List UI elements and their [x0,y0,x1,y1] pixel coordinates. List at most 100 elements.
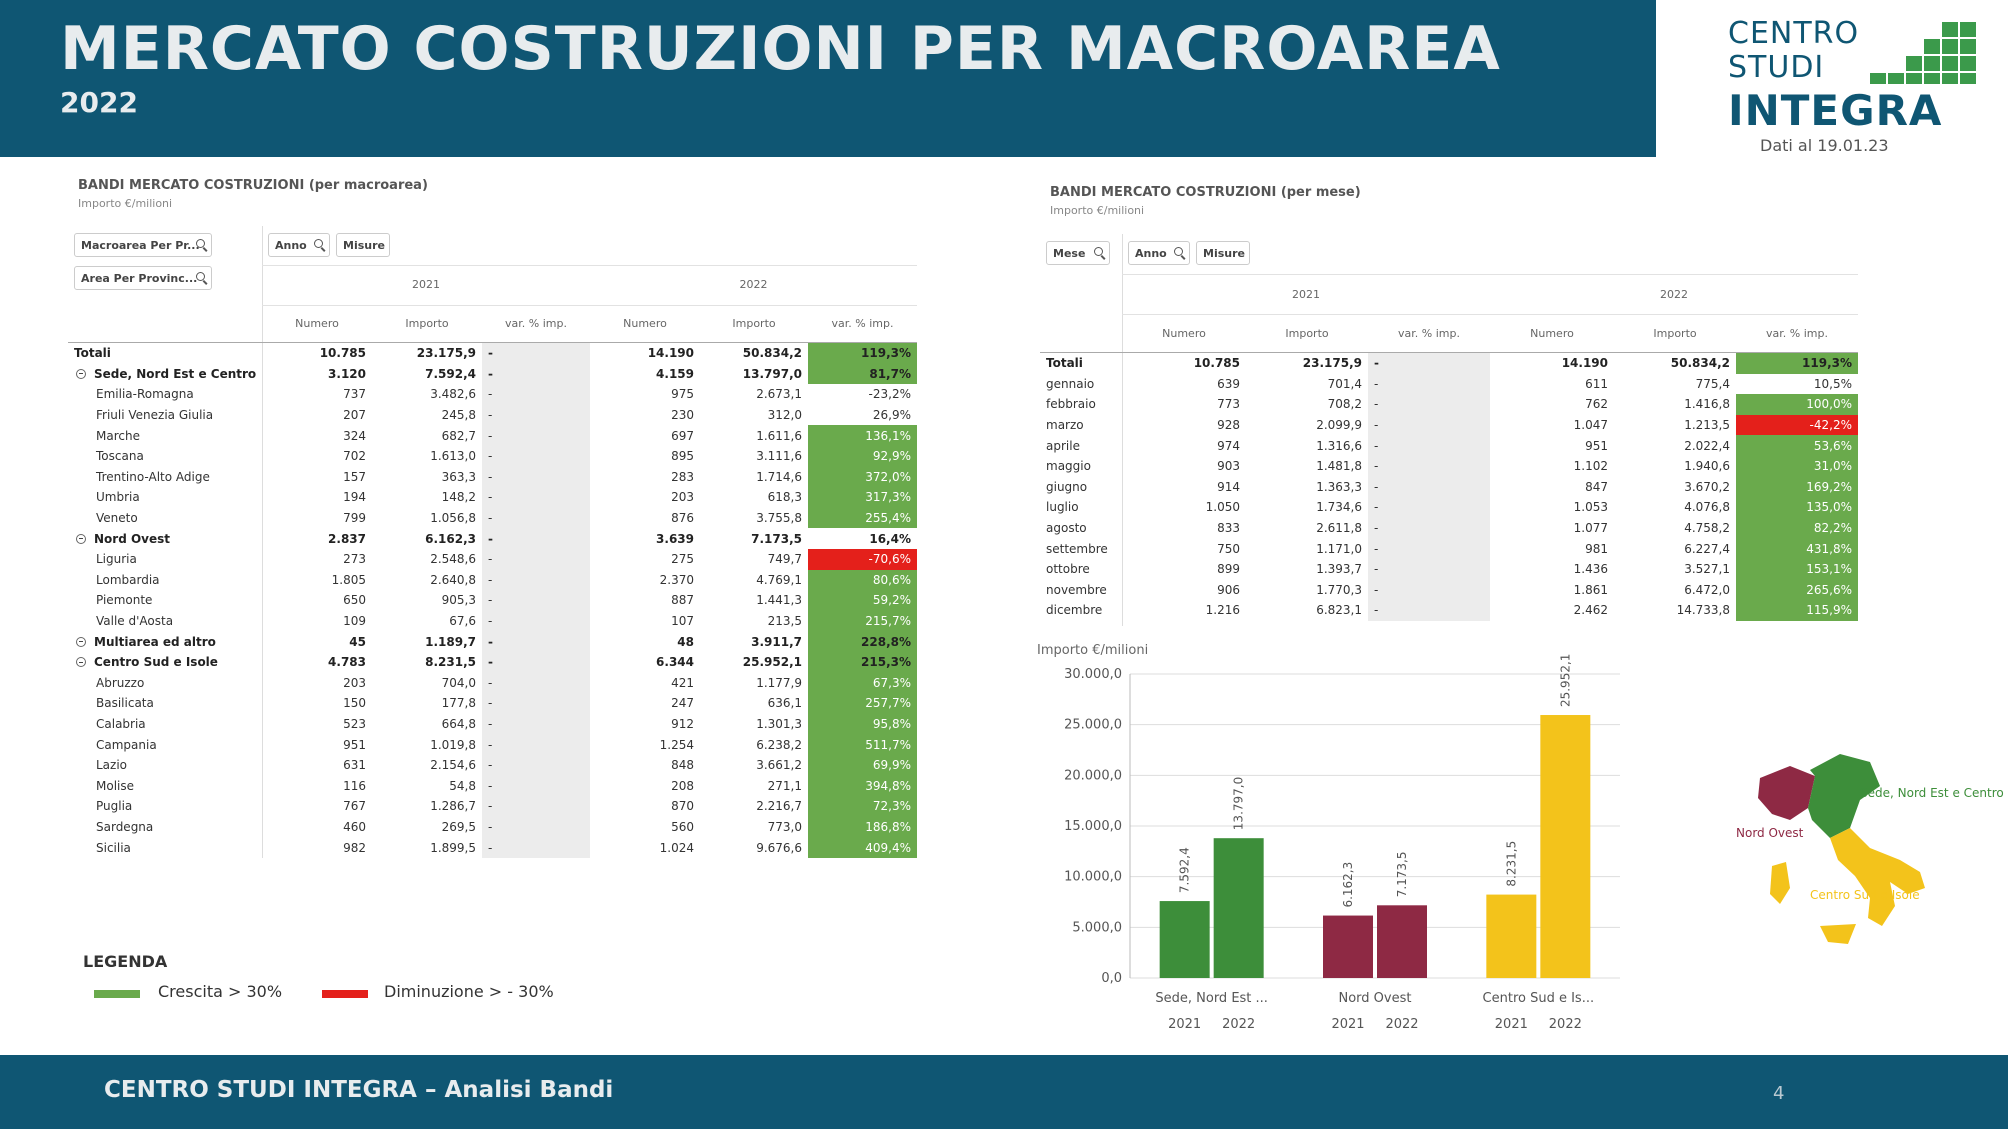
x-series-label: 2022 [1222,1017,1255,1032]
table-row[interactable]: Friuli Venezia Giulia 207 245,8- 230 312,0 26… [68,404,917,426]
row-label: Molise [68,775,262,796]
table-row[interactable]: Abruzzo 203 704,0- 421 1.177,9 67,3% [68,672,917,694]
cell-numero-2022: 611 [1585,376,1608,391]
cell-var-2022: 69,9% [808,754,917,776]
y-tick-label: 25.000,0 [1064,718,1122,733]
cell-numero-2021: 928 [1217,418,1240,433]
table-row[interactable]: Veneto 799 1.056,8- 876 3.755,8 255,4% [68,507,917,529]
cell-var-2022: 431,8% [1736,538,1858,559]
cell-numero-2022: 14.190 [590,341,700,364]
table-row[interactable]: febbraio 773 708,2- 762 1.416,8 100,0% [1040,394,1858,415]
table-row[interactable]: Toscana 702 1.613,0- 895 3.111,6 92,9% [68,445,917,467]
cell-importo-2022: 25.952,1 [742,655,802,670]
row-label[interactable]: Multiarea ed altro [68,631,262,652]
filter-misure-mese[interactable]: Misure [1196,241,1250,265]
table-row[interactable]: Sicilia 982 1.899,5- 1.024 9.676,6 409,4% [68,837,917,858]
cell-numero-2022: 912 [671,716,694,731]
cell-var-2022: 136,1% [808,425,917,446]
collapse-icon[interactable] [76,533,86,544]
cell-var-2021: - [482,672,590,694]
cell-importo-2022: 1.714,6 [756,469,802,484]
cell-importo-2021: 1.056,8 [430,511,476,526]
table-row[interactable]: Valle d'Aosta 109 67,6- 107 213,5 215,7% [68,610,917,632]
table-row[interactable]: Centro Sud e Isole 4.783 8.231,5- 6.344 25.9… [68,651,917,673]
table-row[interactable]: agosto 833 2.611,8- 1.077 4.758,2 82,2% [1040,517,1858,539]
table-row[interactable]: Marche 324 682,7- 697 1.611,6 136,1% [68,425,917,446]
table-row[interactable]: settembre 750 1.171,0- 981 6.227,4 431,8% [1040,538,1858,559]
table-row[interactable]: Lazio 631 2.154,6- 848 3.661,2 69,9% [68,754,917,776]
table-row[interactable]: luglio 1.050 1.734,6- 1.053 4.076,8 135,0% [1040,497,1858,518]
cell-var-2022: 10,5% [1813,376,1852,391]
table-row[interactable]: Molise 116 54,8- 208 271,1 394,8% [68,775,917,797]
collapse-icon[interactable] [76,636,86,647]
table-row[interactable]: dicembre 1.216 6.823,1- 2.462 14.733,8 115,9% [1040,600,1858,621]
collapse-icon[interactable] [76,657,86,668]
filter-macroarea[interactable]: Macroarea Per Pr... [74,233,212,257]
table-row[interactable]: Sardegna 460 269,5- 560 773,0 186,8% [68,816,917,838]
filter-anno[interactable]: Anno [268,233,330,257]
table-row[interactable]: ottobre 899 1.393,7- 1.436 3.527,1 153,1% [1040,558,1858,580]
cell-numero-2021: 523 [343,716,366,731]
row-label-text: Valle d'Aosta [96,614,174,629]
row-label: luglio [1040,497,1122,518]
filter-mese[interactable]: Mese [1046,241,1110,265]
filter-anno-mese[interactable]: Anno [1128,241,1190,265]
x-series-label: 2021 [1168,1017,1201,1032]
filter-area-provincia[interactable]: Area Per Provinc... [74,266,212,290]
table-row[interactable]: Emilia-Romagna 737 3.482,6- 975 2.673,1 -23,2… [68,384,917,405]
cell-var-2021: - [482,693,590,714]
table-row[interactable]: Piemonte 650 905,3- 887 1.441,3 59,2% [68,590,917,611]
cell-numero-2022: 560 [671,819,694,834]
filter-macroarea-label: Macroarea Per Pr... [81,239,200,252]
table-row[interactable]: novembre 906 1.770,3- 1.861 6.472,0 265,6% [1040,579,1858,601]
table-row[interactable]: gennaio 639 701,4- 611 775,4 10,5% [1040,373,1858,395]
bar [1213,838,1264,978]
cell-numero-2021: 460 [343,819,366,834]
table-row[interactable]: marzo 928 2.099,9- 1.047 1.213,5 -42,2% [1040,414,1858,436]
cell-numero-2021: 157 [343,469,366,484]
collapse-icon[interactable] [76,368,86,379]
table-row[interactable]: Basilicata 150 177,8- 247 636,1 257,7% [68,693,917,714]
cell-numero-2022: 48 [677,634,694,649]
table-row[interactable]: maggio 903 1.481,8- 1.102 1.940,6 31,0% [1040,455,1858,477]
row-label-text: Abruzzo [96,675,145,690]
table-row[interactable]: Multiarea ed altro 45 1.189,7- 48 3.911,7 228… [68,631,917,652]
table-row[interactable]: Totali 10.785 23.175,9-14.190 50.834,2 119,3… [1040,351,1858,374]
table-row[interactable]: Nord Ovest 2.837 6.162,3- 3.639 7.173,5 16,4% [68,528,917,549]
cell-importo-2021: 8.231,5 [425,655,476,670]
table-row[interactable]: Lombardia 1.805 2.640,8- 2.370 4.769,1 80,6% [68,569,917,591]
map-label-nord-ovest: Nord Ovest [1736,826,1804,840]
cell-numero-2022: 847 [1585,479,1608,494]
table-row[interactable]: Campania 951 1.019,8- 1.254 6.238,2 511,7% [68,734,917,755]
cell-importo-2021: 1.899,5 [430,840,476,855]
filter-misure-label: Misure [343,239,385,252]
table-row[interactable]: Sede, Nord Est e Centro 3.120 7.592,4- 4.15… [68,363,917,385]
cell-var-2021: - [482,569,590,591]
table-row[interactable]: Umbria 194 148,2- 203 618,3 317,3% [68,487,917,508]
cell-numero-2022: 421 [671,675,694,690]
cell-importo-2021: 905,3 [441,593,476,608]
filter-misure[interactable]: Misure [336,233,390,257]
cell-numero-2021: 207 [343,408,366,423]
row-label-text: giugno [1046,479,1088,494]
cell-numero-2022: 697 [671,428,694,443]
table-row[interactable]: giugno 914 1.363,3- 847 3.670,2 169,2% [1040,476,1858,498]
row-label[interactable]: Nord Ovest [68,528,262,549]
row-label[interactable]: Sede, Nord Est e Centro [68,364,262,385]
row-label: maggio [1040,456,1122,477]
cell-var-2021: - [1368,517,1490,539]
table-row[interactable]: Liguria 273 2.548,6- 275 749,7 -70,6% [68,548,917,570]
row-label[interactable]: Centro Sud e Isole [68,652,262,673]
table-row[interactable]: Calabria 523 664,8- 912 1.301,3 95,8% [68,713,917,735]
cell-var-2022: 100,0% [1736,394,1858,415]
table-row[interactable]: Totali 10.785 23.175,9-14.190 50.834,2 119,3… [68,341,917,364]
table-row[interactable]: aprile 974 1.316,6- 951 2.022,4 53,6% [1040,435,1858,456]
row-label-text: Piemonte [96,593,153,608]
year-header-2021: 2021 [1292,288,1320,301]
cell-var-2022: 119,3% [808,341,917,364]
cell-numero-2021: 903 [1217,459,1240,474]
right-table-hline [1122,274,1858,275]
table-row[interactable]: Trentino-Alto Adige 157 363,3- 283 1.714,6 37… [68,466,917,488]
search-icon [196,272,205,281]
table-row[interactable]: Puglia 767 1.286,7- 870 2.216,7 72,3% [68,796,917,817]
